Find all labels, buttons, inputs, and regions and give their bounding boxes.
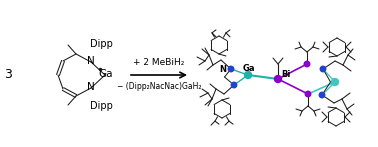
Text: N: N [87, 82, 95, 92]
Text: + 2 MeBiH₂: + 2 MeBiH₂ [133, 58, 185, 67]
Circle shape [245, 71, 251, 78]
Text: Bi: Bi [281, 70, 291, 78]
Text: N: N [220, 65, 226, 74]
Text: Dipp: Dipp [90, 101, 112, 111]
Circle shape [228, 66, 234, 72]
Circle shape [319, 92, 325, 98]
Circle shape [304, 61, 310, 67]
Text: 3: 3 [4, 67, 12, 81]
Circle shape [305, 91, 311, 97]
Text: Dipp: Dipp [90, 39, 112, 49]
Text: N: N [87, 56, 95, 66]
Text: Ga: Ga [243, 64, 255, 72]
Circle shape [274, 76, 282, 82]
Circle shape [332, 78, 339, 86]
Circle shape [320, 66, 326, 72]
Text: − (Dipp₂NacNac)GaH₂: − (Dipp₂NacNac)GaH₂ [117, 82, 201, 91]
Text: Ga: Ga [99, 69, 113, 79]
Circle shape [231, 82, 237, 88]
